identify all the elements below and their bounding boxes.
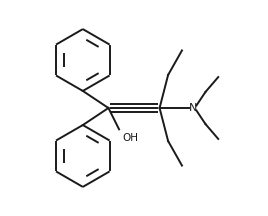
Text: N: N — [188, 103, 197, 113]
Text: OH: OH — [122, 133, 138, 143]
